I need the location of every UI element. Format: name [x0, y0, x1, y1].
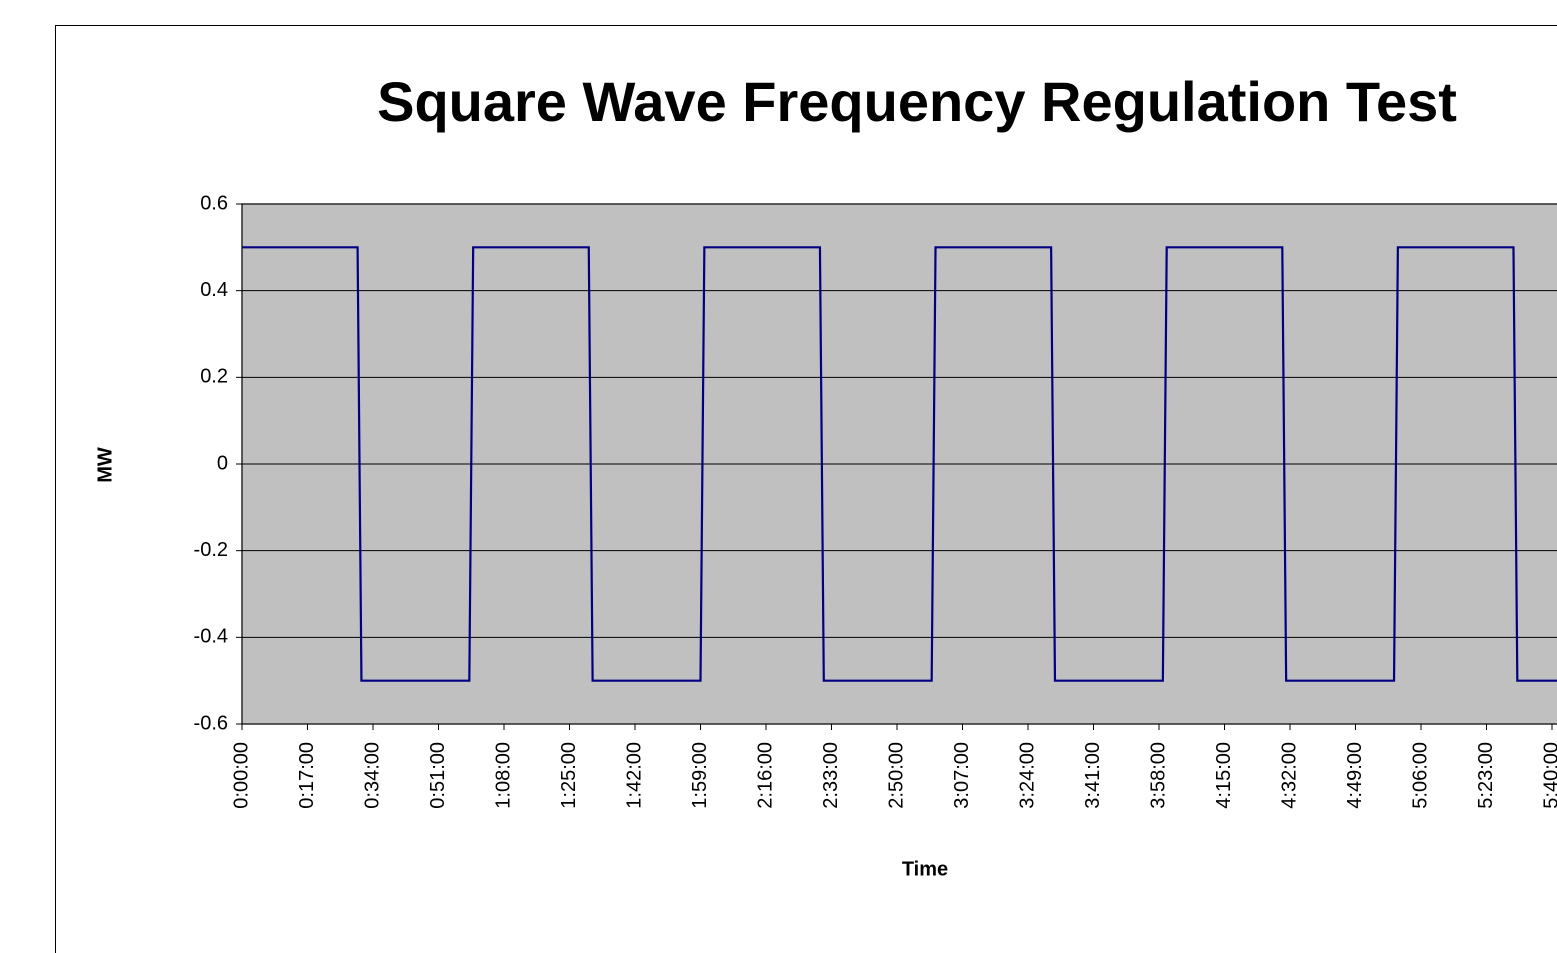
x-tick-label: 0:17:00	[296, 742, 318, 809]
x-tick-label: 5:06:00	[1409, 742, 1431, 809]
y-tick-label: -0.2	[194, 539, 228, 561]
x-tick-label: 1:08:00	[492, 742, 514, 809]
x-tick-label: 3:58:00	[1147, 742, 1169, 809]
y-tick-label: -0.4	[194, 626, 228, 648]
chart-title: Square Wave Frequency Regulation Test	[377, 70, 1457, 133]
x-tick-label: 1:59:00	[689, 742, 711, 809]
y-tick-label: 0.2	[200, 366, 228, 388]
y-tick-label: 0	[217, 452, 228, 474]
x-tick-label: 0:51:00	[427, 742, 449, 809]
x-tick-label: 1:25:00	[558, 742, 580, 809]
x-tick-label: 0:00:00	[230, 742, 252, 809]
x-tick-label: 4:49:00	[1344, 742, 1366, 809]
x-tick-label: 5:23:00	[1475, 742, 1497, 809]
x-axis-label: Time	[902, 858, 948, 880]
x-tick-label: 2:33:00	[820, 742, 842, 809]
y-tick-label: 0.6	[200, 192, 228, 214]
x-tick-label: 1:42:00	[623, 742, 645, 809]
x-tick-label: 0:34:00	[361, 742, 383, 809]
x-tick-label: 3:07:00	[951, 742, 973, 809]
x-tick-label: 2:16:00	[754, 742, 776, 809]
x-tick-label: 4:15:00	[1213, 742, 1235, 809]
y-tick-label: -0.6	[194, 712, 228, 734]
x-tick-label: 2:50:00	[885, 742, 907, 809]
y-axis-label: MW	[94, 447, 116, 483]
line-series	[242, 246, 1557, 682]
x-tick-label: 3:41:00	[1082, 742, 1104, 809]
y-tick-label: 0.4	[200, 279, 228, 301]
x-tick-label: 4:32:00	[1278, 742, 1300, 809]
x-tick-label: 5:40:00	[1540, 742, 1557, 809]
x-tick-label: 3:24:00	[1016, 742, 1038, 809]
